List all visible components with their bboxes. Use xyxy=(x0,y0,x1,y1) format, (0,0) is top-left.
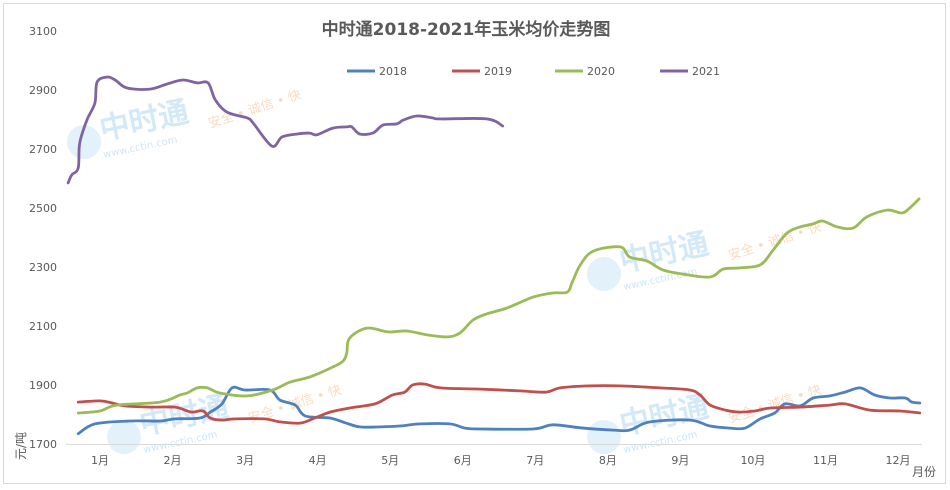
y-tick-label: 1900 xyxy=(29,379,57,392)
y-axis-title: 元/吨 xyxy=(14,432,28,460)
chart-frame xyxy=(3,3,946,484)
watermark-logo-icon xyxy=(107,420,141,454)
x-tick-label: 5月 xyxy=(381,454,399,467)
legend-label: 2021 xyxy=(692,65,720,78)
y-tick-label: 3100 xyxy=(29,25,57,38)
y-tick-label: 2300 xyxy=(29,261,57,274)
x-tick-label: 2月 xyxy=(164,454,182,467)
legend: 2018 2019 2020 2021 xyxy=(347,65,720,78)
x-tick-label: 12月 xyxy=(886,454,911,467)
series-layer xyxy=(66,75,922,436)
legend-label: 2020 xyxy=(587,65,615,78)
y-tick-label: 2900 xyxy=(29,84,57,97)
watermark-logo: 中时通 xyxy=(96,95,191,148)
series-line-2019 xyxy=(76,382,922,425)
series-line-2020 xyxy=(76,197,921,415)
legend-item-2020: 2020 xyxy=(555,65,615,78)
x-tick-label: 1月 xyxy=(91,454,109,467)
legend-label: 2019 xyxy=(484,65,512,78)
y-tick-label: 2500 xyxy=(29,202,57,215)
x-tick-label: 8月 xyxy=(599,454,617,467)
x-axis-title: 月份 xyxy=(912,465,936,479)
watermark-logo-icon xyxy=(587,257,621,291)
watermark-logo: 中时通 xyxy=(136,390,231,443)
series-line-2021 xyxy=(66,75,505,185)
x-tick-label: 4月 xyxy=(309,454,327,467)
y-axis: 1700 1900 2100 2300 2500 2700 2900 3100 xyxy=(29,25,57,451)
chart-title: 中时通2018-2021年玉米均价走势图 xyxy=(322,19,611,40)
y-tick-label: 2100 xyxy=(29,320,57,333)
legend-item-2021: 2021 xyxy=(660,65,720,78)
y-tick-label: 2700 xyxy=(29,143,57,156)
watermark-logo-icon xyxy=(587,420,621,454)
y-tick-label: 1700 xyxy=(29,438,57,451)
x-tick-label: 11月 xyxy=(813,454,838,467)
x-tick-label: 6月 xyxy=(454,454,472,467)
x-tick-label: 3月 xyxy=(236,454,254,467)
x-tick-label: 7月 xyxy=(526,454,544,467)
x-tick-label: 9月 xyxy=(671,454,689,467)
legend-item-2018: 2018 xyxy=(347,65,407,78)
x-tick-label: 10月 xyxy=(740,454,765,467)
watermark-logo-icon xyxy=(67,125,101,159)
watermark-slogan: 安全 • 诚信 • 快 xyxy=(726,382,823,427)
watermark-logo: 中时通 xyxy=(616,390,711,443)
legend-label: 2018 xyxy=(379,65,407,78)
legend-item-2019: 2019 xyxy=(452,65,512,78)
x-axis: 1月 2月 3月 4月 5月 6月 7月 8月 9月 10月 11月 12月 xyxy=(91,454,911,467)
